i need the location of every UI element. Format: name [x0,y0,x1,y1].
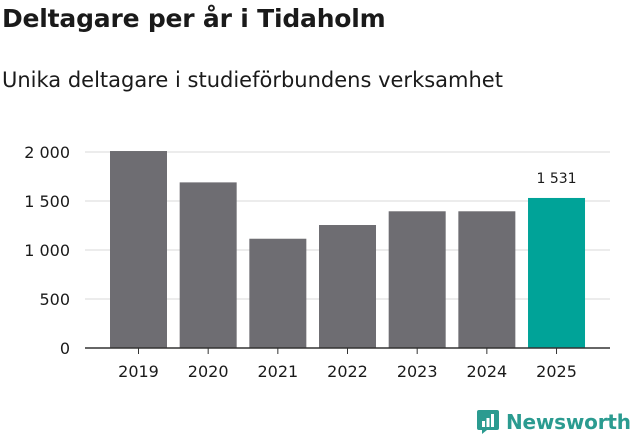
newsworthy-logo-icon [477,410,499,434]
bar-2025 [528,197,586,348]
x-axis [85,347,610,354]
x-tick-label: 2025 [536,362,577,381]
x-tick-label: 2023 [397,362,438,381]
x-tick-label: 2020 [188,362,229,381]
bar-chart: 0 500 1 000 1 500 2 000 2019 2020 2021 2022 2023… [24,143,610,381]
bar-2022 [319,225,377,348]
y-tick-label: 2 000 [24,143,70,162]
data-labels: 1 531 [536,171,576,187]
x-tick-label: 2022 [327,362,368,381]
bar-2021 [249,238,307,348]
x-tick-label: 2019 [118,362,159,381]
bar-2023 [388,211,446,348]
y-tick-label: 500 [39,290,70,309]
chart-subtitle: Unika deltagare i studieförbundens verks… [2,68,503,92]
bar-2019 [110,151,167,348]
data-label: 1 531 [536,171,576,187]
x-tick-label: 2021 [257,362,298,381]
y-axis-ticks: 0 500 1 000 1 500 2 000 [24,143,70,358]
x-tick-label: 2024 [466,362,507,381]
y-tick-label: 1 000 [24,241,70,260]
brand-name: Newsworthy [506,410,631,434]
newsworthy-brand: Newsworthy [476,407,631,437]
y-tick-label: 1 500 [24,192,70,211]
bars [110,151,586,348]
y-tick-label: 0 [60,339,70,358]
chart-title: Deltagare per år i Tidaholm [2,4,386,33]
bar-2020 [179,182,237,348]
x-axis-ticks: 2019 2020 2021 2022 2023 2024 2025 [118,362,577,381]
bar-2024 [458,211,516,348]
